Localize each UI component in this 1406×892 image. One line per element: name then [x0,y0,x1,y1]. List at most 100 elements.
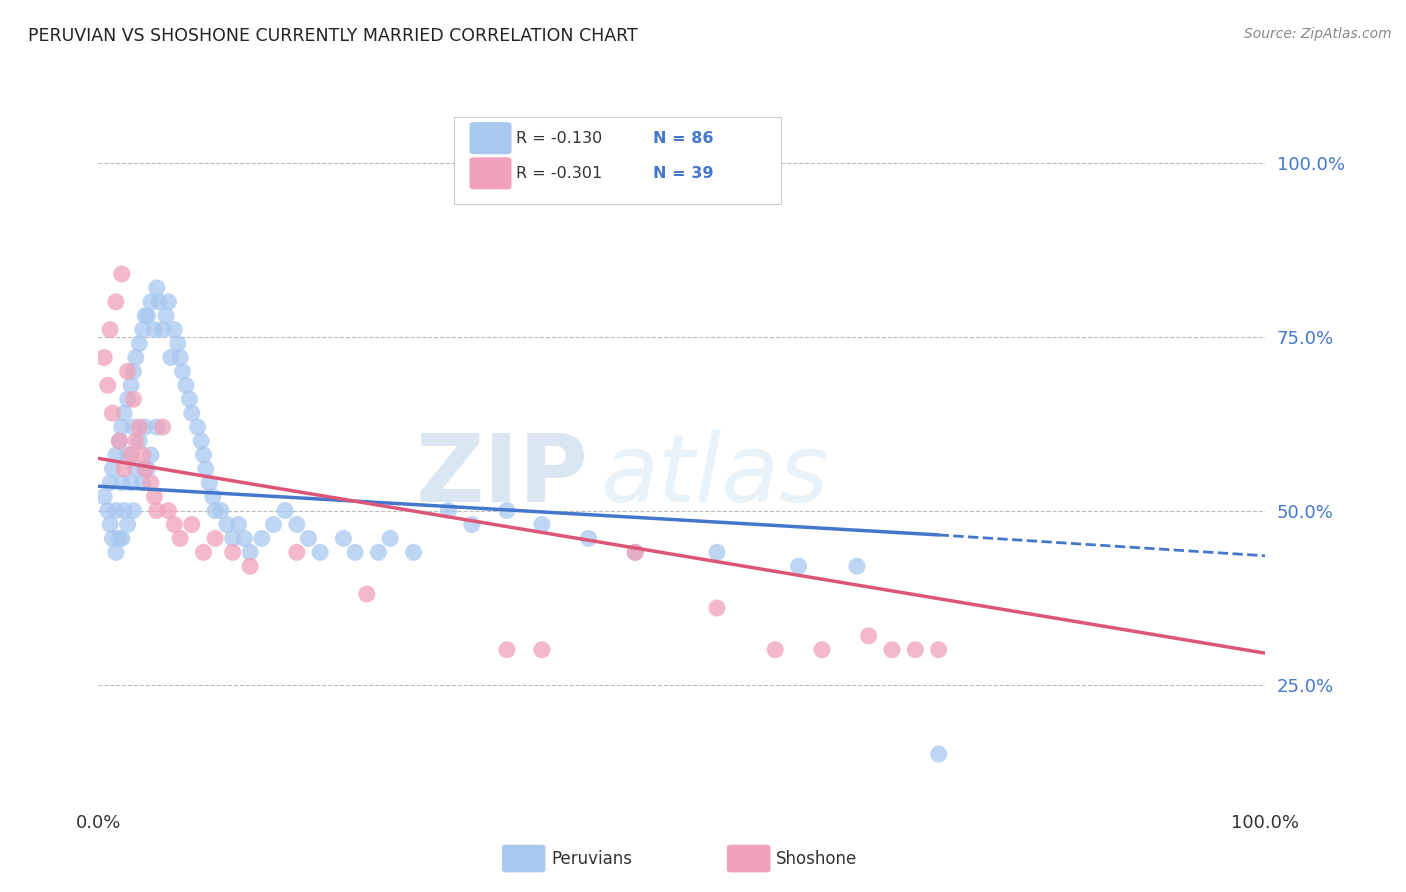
Point [356,587,378,601]
Point [221,532,243,546]
Point [97,378,120,392]
Point [180,517,202,532]
Point [172,364,194,378]
Point [120,448,142,462]
Point [201,490,224,504]
Point [132,323,155,337]
Point [228,517,250,532]
Point [112,503,135,517]
Point [811,642,834,657]
FancyBboxPatch shape [470,122,512,154]
Point [117,448,139,462]
Point [111,267,134,281]
Point [108,532,131,546]
Point [128,420,150,434]
Point [169,351,191,365]
Point [104,294,127,309]
Point [157,294,180,309]
Text: Source: ZipAtlas.com: Source: ZipAtlas.com [1244,27,1392,41]
Point [904,642,927,657]
Point [112,462,135,476]
Point [159,351,181,365]
Point [297,532,319,546]
Point [174,378,197,392]
Point [136,462,159,476]
Point [461,517,484,532]
Point [215,517,238,532]
Point [132,448,155,462]
Point [285,517,308,532]
Point [204,503,226,517]
Point [111,475,134,490]
Point [152,420,174,434]
Point [928,747,950,761]
Point [104,448,127,462]
Point [125,434,148,448]
Point [148,294,170,309]
Point [846,559,869,574]
Text: PERUVIAN VS SHOSHONE CURRENTLY MARRIED CORRELATION CHART: PERUVIAN VS SHOSHONE CURRENTLY MARRIED C… [28,27,638,45]
Point [104,545,127,559]
Point [233,532,256,546]
Point [285,545,308,559]
FancyBboxPatch shape [454,118,782,204]
Point [495,642,517,657]
Point [125,351,148,365]
Point [198,475,221,490]
Point [108,434,131,448]
Point [111,532,134,546]
Point [880,642,903,657]
Point [132,475,155,490]
Point [787,559,810,574]
Point [122,392,145,407]
Point [166,336,188,351]
Point [169,532,191,546]
Point [367,545,389,559]
Point [111,420,134,434]
Point [332,532,354,546]
Point [578,532,600,546]
Text: atlas: atlas [600,430,828,521]
Point [193,545,215,559]
Point [120,475,142,490]
Point [239,545,262,559]
Point [122,420,145,434]
Point [101,532,124,546]
Text: R = -0.130: R = -0.130 [516,130,602,145]
Point [163,323,186,337]
Text: ZIP: ZIP [416,430,589,522]
Point [378,532,402,546]
Point [193,448,215,462]
Point [180,406,202,420]
Point [437,503,460,517]
Text: N = 86: N = 86 [652,130,713,145]
Point [221,545,243,559]
Point [309,545,332,559]
Point [706,601,728,615]
Point [104,503,127,517]
Point [134,309,156,323]
Point [163,517,186,532]
Point [101,406,124,420]
Point [187,420,209,434]
Point [112,406,135,420]
Point [155,309,177,323]
Point [706,545,728,559]
Point [98,323,121,337]
Point [344,545,367,559]
Point [402,545,425,559]
Point [117,517,139,532]
FancyBboxPatch shape [470,157,512,189]
Point [120,378,142,392]
Point [209,503,232,517]
Point [190,434,212,448]
Point [139,448,162,462]
Point [262,517,284,532]
Point [98,517,121,532]
Point [763,642,786,657]
Point [139,475,162,490]
Point [98,475,121,490]
Point [143,490,166,504]
Point [495,503,517,517]
Point [250,532,273,546]
